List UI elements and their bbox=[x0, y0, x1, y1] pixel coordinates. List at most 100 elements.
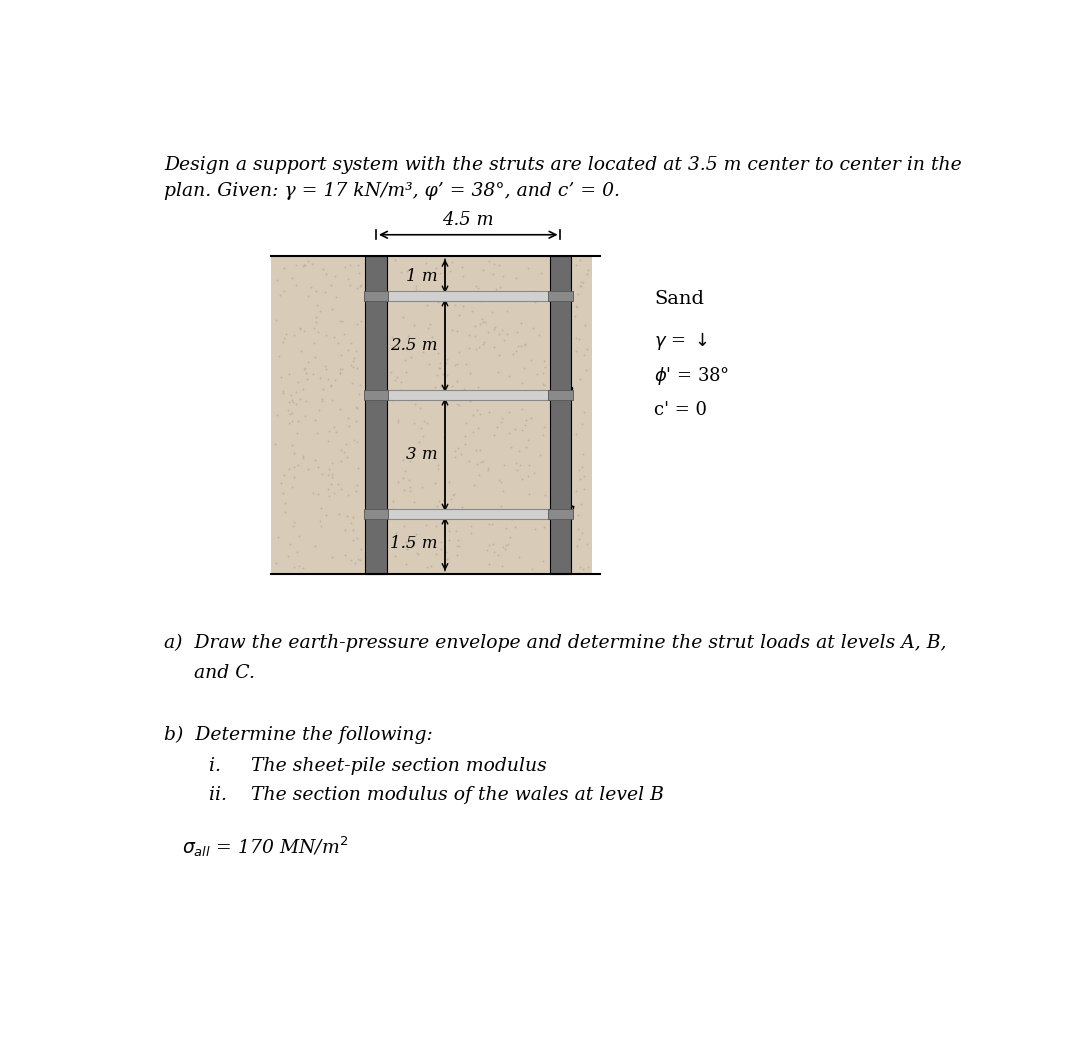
Point bbox=[500, 403, 517, 420]
Point bbox=[481, 555, 498, 572]
Point bbox=[287, 277, 305, 294]
Point bbox=[438, 551, 456, 567]
Point bbox=[428, 260, 445, 277]
Bar bbox=[548, 509, 572, 519]
Point bbox=[410, 434, 428, 450]
Point bbox=[294, 380, 311, 397]
Point bbox=[517, 412, 535, 428]
Point bbox=[302, 279, 320, 296]
Point bbox=[435, 263, 453, 280]
Point bbox=[531, 446, 549, 463]
Point bbox=[535, 353, 552, 370]
Point bbox=[288, 413, 306, 429]
Point bbox=[444, 392, 461, 409]
Point bbox=[291, 557, 308, 574]
Point bbox=[537, 359, 554, 376]
Point bbox=[519, 432, 537, 448]
Point bbox=[283, 387, 300, 403]
Point bbox=[347, 554, 364, 571]
Text: a)  Draw the earth-pressure envelope and determine the strut loads at levels A, : a) Draw the earth-pressure envelope and … bbox=[164, 633, 947, 652]
Point bbox=[413, 420, 430, 437]
Point bbox=[432, 533, 449, 550]
Point bbox=[446, 357, 463, 374]
Point bbox=[414, 283, 431, 300]
Point bbox=[403, 349, 420, 366]
Point bbox=[486, 426, 503, 443]
Point bbox=[395, 482, 413, 498]
Point bbox=[526, 294, 543, 310]
Point bbox=[488, 419, 505, 436]
Point bbox=[274, 485, 292, 502]
Point bbox=[429, 345, 446, 362]
Point bbox=[512, 285, 529, 302]
Point bbox=[484, 515, 501, 532]
Point bbox=[468, 441, 485, 458]
Point bbox=[310, 401, 327, 418]
Point bbox=[437, 397, 455, 414]
Point bbox=[284, 517, 301, 534]
Point bbox=[485, 339, 502, 355]
Point bbox=[352, 377, 369, 394]
Point bbox=[284, 437, 301, 454]
Point bbox=[415, 427, 432, 444]
Point bbox=[443, 377, 460, 394]
Point bbox=[320, 461, 337, 478]
Point bbox=[342, 552, 360, 568]
Point bbox=[426, 389, 443, 405]
Point bbox=[397, 556, 415, 573]
Point bbox=[402, 264, 419, 281]
Point bbox=[300, 461, 318, 478]
Point bbox=[352, 312, 369, 329]
Point bbox=[509, 324, 526, 341]
Point bbox=[325, 419, 342, 436]
Point bbox=[567, 329, 584, 346]
Point bbox=[431, 264, 448, 281]
Point bbox=[305, 484, 322, 501]
Point bbox=[431, 359, 448, 376]
Point bbox=[323, 301, 340, 318]
Point bbox=[497, 540, 514, 557]
Point bbox=[311, 512, 328, 529]
Point bbox=[346, 349, 363, 366]
Text: $\phi$' = 38°: $\phi$' = 38° bbox=[654, 365, 729, 387]
Point bbox=[573, 416, 591, 433]
Point bbox=[468, 278, 485, 295]
Text: 4.5 m: 4.5 m bbox=[443, 211, 494, 229]
Point bbox=[343, 353, 361, 370]
Point bbox=[418, 517, 435, 534]
Point bbox=[407, 526, 424, 542]
Point bbox=[568, 298, 585, 315]
Point bbox=[441, 522, 458, 539]
Point bbox=[351, 386, 368, 402]
Point bbox=[324, 465, 341, 482]
Point bbox=[571, 330, 589, 347]
Point bbox=[348, 343, 365, 359]
Point bbox=[274, 382, 292, 399]
Point bbox=[280, 461, 297, 478]
Point bbox=[444, 487, 461, 504]
Bar bbox=[364, 509, 389, 519]
Bar bbox=[387, 390, 550, 400]
Point bbox=[474, 261, 491, 278]
Point bbox=[318, 361, 335, 377]
Point bbox=[462, 505, 480, 521]
Point bbox=[298, 365, 315, 381]
Point bbox=[333, 452, 350, 469]
Point bbox=[490, 325, 508, 342]
Point bbox=[435, 428, 453, 445]
Point bbox=[307, 308, 324, 325]
Point bbox=[571, 278, 589, 295]
Point bbox=[332, 365, 349, 381]
Point bbox=[495, 483, 512, 500]
Point bbox=[430, 461, 447, 478]
Point bbox=[510, 549, 527, 565]
Point bbox=[382, 364, 400, 380]
Point bbox=[485, 265, 502, 282]
Point bbox=[488, 280, 505, 297]
Point bbox=[526, 465, 543, 482]
Point bbox=[448, 396, 465, 413]
Point bbox=[499, 536, 516, 553]
Bar bbox=[387, 256, 550, 574]
Point bbox=[318, 506, 335, 522]
Point bbox=[281, 394, 298, 411]
